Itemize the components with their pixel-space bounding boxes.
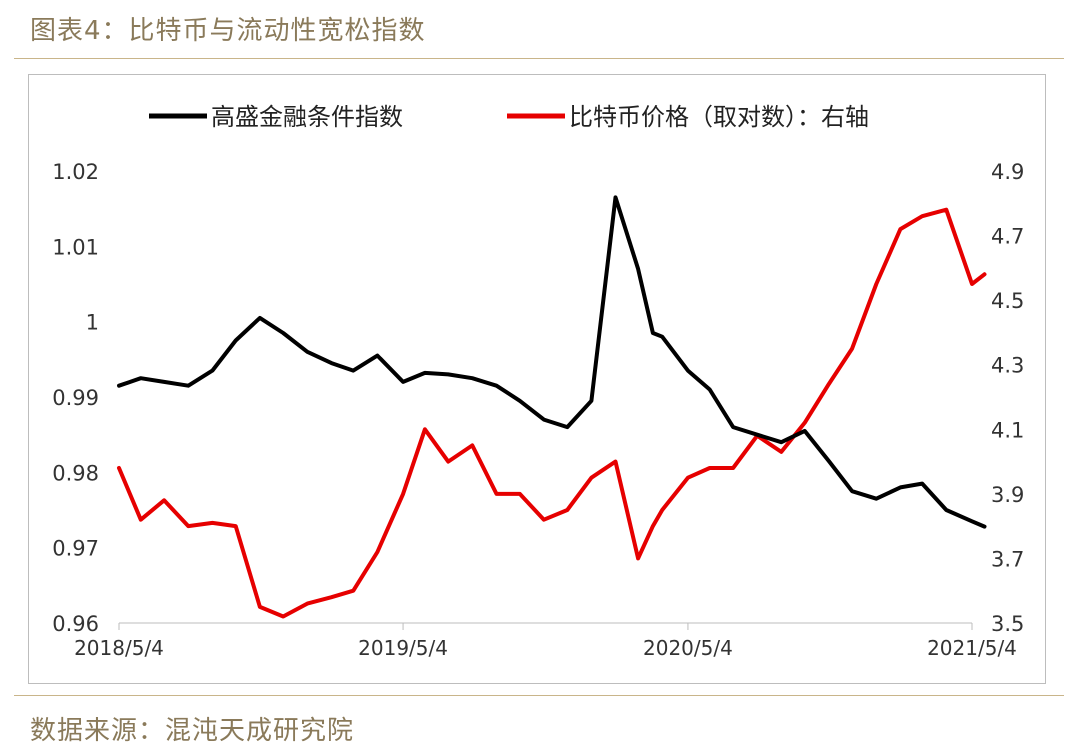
left-tick-label: 0.96: [52, 612, 99, 636]
left-tick-label: 1.01: [52, 235, 99, 259]
series-line-red: [117, 207, 987, 619]
series-line-black: [117, 195, 987, 529]
series-layer: [117, 195, 987, 619]
legend: 高盛金融条件指数 比特币价格（取对数）：右轴: [149, 103, 869, 131]
figure-title: 图表4：比特币与流动性宽松指数: [30, 16, 426, 46]
line-chart: 高盛金融条件指数 比特币价格（取对数）：右轴 0.96 0.97 0.98 0.99 1…: [52, 103, 1024, 660]
top-divider: [14, 58, 1064, 59]
right-tick-label: 4.9: [991, 160, 1024, 184]
left-tick-label: 1: [86, 311, 99, 335]
source-note: 数据来源：混沌天成研究院: [30, 716, 355, 746]
left-tick-label: 0.97: [52, 537, 99, 561]
x-axis: 2018/5/4 2019/5/4 2020/5/4 2021/5/4: [74, 623, 1017, 660]
legend-label-black: 高盛金融条件指数: [211, 103, 403, 131]
legend-label-red: 比特币价格（取对数）：右轴: [569, 103, 869, 131]
chart-frame: 高盛金融条件指数 比特币价格（取对数）：右轴 0.96 0.97 0.98 0.99 1…: [28, 74, 1046, 684]
x-tick-label: 2018/5/4: [74, 636, 164, 660]
right-tick-label: 3.7: [991, 547, 1024, 571]
right-tick-label: 3.5: [991, 612, 1024, 636]
right-axis: 3.5 3.7 3.9 4.1 4.3 4.5 4.7 4.9: [991, 160, 1024, 636]
x-tick-label: 2021/5/4: [927, 636, 1017, 660]
right-tick-label: 4.1: [991, 418, 1024, 442]
x-tick-label: 2020/5/4: [643, 636, 733, 660]
left-tick-label: 0.98: [52, 461, 99, 485]
right-tick-label: 3.9: [991, 483, 1024, 507]
x-tick-label: 2019/5/4: [358, 636, 448, 660]
left-tick-label: 1.02: [52, 160, 99, 184]
right-tick-label: 4.3: [991, 354, 1024, 378]
left-axis: 0.96 0.97 0.98 0.99 1 1.01 1.02: [52, 160, 99, 636]
right-tick-label: 4.5: [991, 289, 1024, 313]
bottom-divider: [14, 695, 1064, 696]
right-tick-label: 4.7: [991, 225, 1024, 249]
left-tick-label: 0.99: [52, 386, 99, 410]
